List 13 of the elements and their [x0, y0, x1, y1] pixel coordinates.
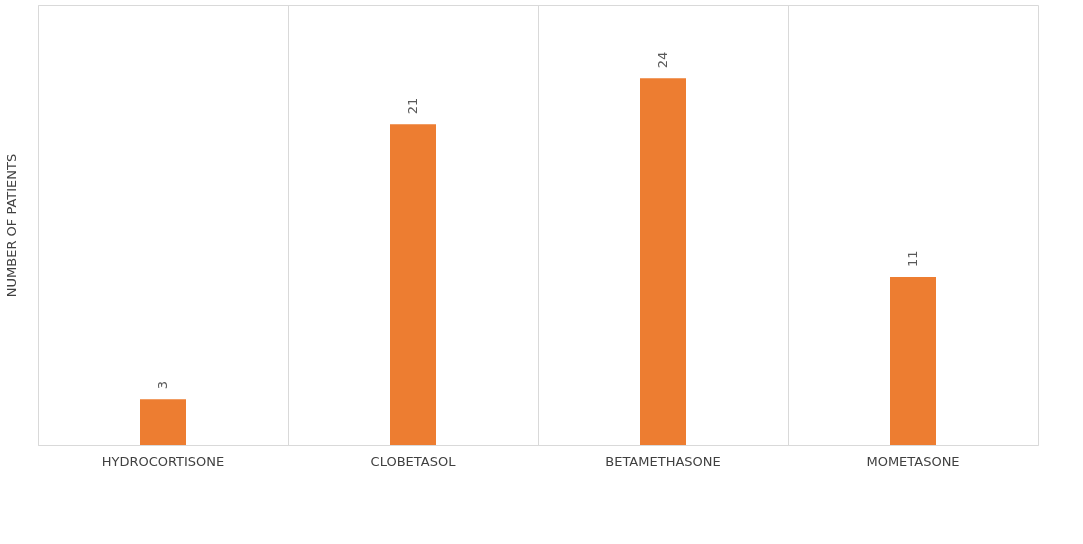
x-tick-label: HYDROCORTISONE	[101, 453, 225, 469]
x-tick-label: CLOBETASOL	[370, 453, 457, 469]
bar	[140, 399, 186, 445]
x-tick-label: BETAMETHASONE	[605, 453, 721, 469]
data-label: 24	[655, 51, 670, 69]
y-axis-title: NUMBER OF PATIENTS	[3, 153, 19, 298]
data-label: 21	[405, 97, 420, 115]
bar	[640, 78, 686, 445]
bar	[390, 124, 436, 445]
data-label: 11	[905, 250, 920, 267]
x-tick-label: MOMETASONE	[866, 453, 960, 469]
bar	[890, 276, 936, 445]
data-label: 3	[155, 380, 170, 390]
